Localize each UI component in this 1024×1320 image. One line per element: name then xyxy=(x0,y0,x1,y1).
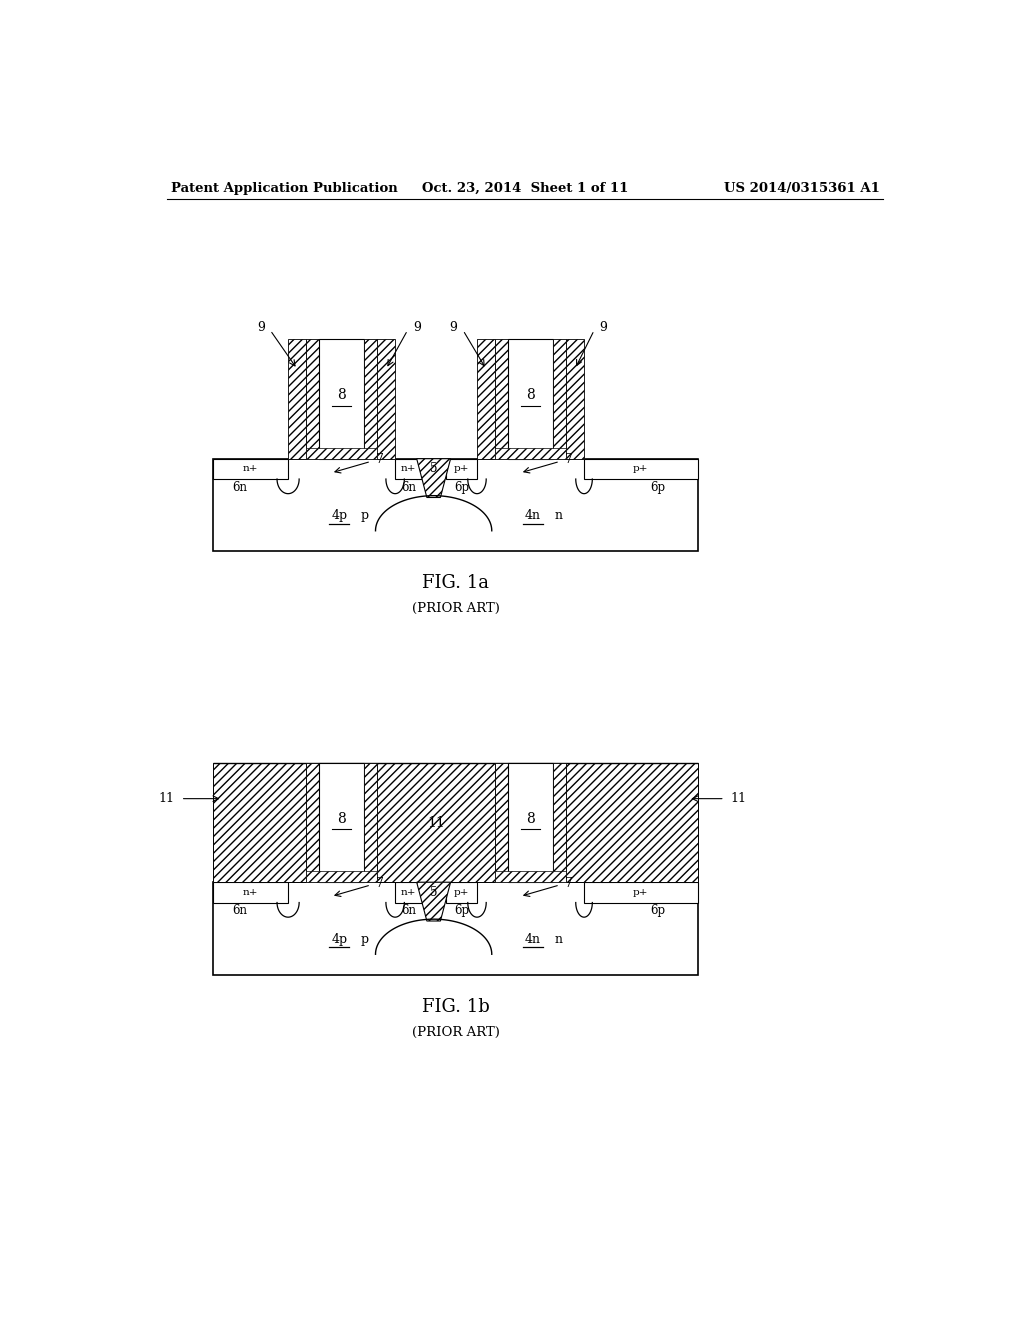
Text: 4n: 4n xyxy=(525,933,541,946)
Text: p+: p+ xyxy=(633,888,648,896)
Text: 9: 9 xyxy=(450,321,458,334)
Text: 6n: 6n xyxy=(232,904,247,917)
Polygon shape xyxy=(417,882,451,921)
Text: p: p xyxy=(360,510,369,523)
Text: 7: 7 xyxy=(564,453,572,466)
Bar xyxy=(365,763,377,882)
Bar xyxy=(565,763,697,882)
Text: 8: 8 xyxy=(337,388,346,403)
Text: p+: p+ xyxy=(454,888,469,896)
Text: 9: 9 xyxy=(413,321,421,334)
Bar xyxy=(213,882,288,903)
Bar xyxy=(213,459,288,479)
Bar xyxy=(553,763,565,882)
Text: Oct. 23, 2014  Sheet 1 of 11: Oct. 23, 2014 Sheet 1 of 11 xyxy=(422,182,628,194)
Bar xyxy=(477,339,496,459)
Text: n+: n+ xyxy=(243,888,258,896)
Bar xyxy=(213,763,306,882)
Bar xyxy=(496,763,508,882)
Text: n+: n+ xyxy=(400,465,416,474)
Bar xyxy=(445,882,477,903)
Text: 6n: 6n xyxy=(400,904,416,917)
Bar xyxy=(306,447,377,459)
Bar xyxy=(584,882,697,903)
Text: 9: 9 xyxy=(257,321,265,334)
Text: 4p: 4p xyxy=(331,933,347,946)
Bar xyxy=(213,459,697,552)
Text: 4p: 4p xyxy=(331,510,347,523)
Bar xyxy=(288,339,306,459)
Text: Patent Application Publication: Patent Application Publication xyxy=(171,182,397,194)
Bar xyxy=(377,339,395,459)
Bar xyxy=(565,339,584,459)
Bar xyxy=(395,882,422,903)
Bar xyxy=(213,882,697,974)
Text: (PRIOR ART): (PRIOR ART) xyxy=(412,1026,500,1039)
Text: 11: 11 xyxy=(427,816,445,829)
Text: 8: 8 xyxy=(526,812,535,826)
Bar xyxy=(306,871,377,882)
Bar xyxy=(319,763,365,882)
Text: 5: 5 xyxy=(430,886,437,899)
Text: p: p xyxy=(360,933,369,946)
Bar xyxy=(508,763,553,882)
Text: n: n xyxy=(555,933,562,946)
Bar xyxy=(395,459,422,479)
Bar xyxy=(496,871,565,882)
Text: (PRIOR ART): (PRIOR ART) xyxy=(412,602,500,615)
Text: 5: 5 xyxy=(430,462,437,475)
Bar xyxy=(584,459,697,479)
Text: FIG. 1a: FIG. 1a xyxy=(422,574,488,593)
Text: 7: 7 xyxy=(564,876,572,890)
Text: n+: n+ xyxy=(243,465,258,474)
Bar xyxy=(306,763,319,882)
Bar xyxy=(377,763,496,882)
Text: 6n: 6n xyxy=(232,480,247,494)
Text: n: n xyxy=(555,510,562,523)
Text: 6p: 6p xyxy=(650,904,666,917)
Bar xyxy=(508,339,553,459)
Polygon shape xyxy=(417,459,451,498)
Text: 9: 9 xyxy=(600,321,607,334)
Bar xyxy=(365,339,377,459)
Text: p+: p+ xyxy=(633,465,648,474)
Bar xyxy=(496,447,565,459)
Text: 11: 11 xyxy=(159,792,174,805)
Bar xyxy=(306,339,319,459)
Bar xyxy=(553,339,565,459)
Text: 6p: 6p xyxy=(650,480,666,494)
Text: 8: 8 xyxy=(526,388,535,403)
Text: FIG. 1b: FIG. 1b xyxy=(422,998,489,1016)
Text: 6p: 6p xyxy=(454,904,469,917)
Text: 6n: 6n xyxy=(400,480,416,494)
Text: 11: 11 xyxy=(730,792,746,805)
Text: 7: 7 xyxy=(376,453,384,466)
Text: 7: 7 xyxy=(376,876,384,890)
Text: 6p: 6p xyxy=(454,480,469,494)
Bar xyxy=(496,339,508,459)
Text: 8: 8 xyxy=(337,812,346,826)
Text: 4n: 4n xyxy=(525,510,541,523)
Text: p+: p+ xyxy=(454,465,469,474)
Bar xyxy=(445,459,477,479)
Bar xyxy=(319,339,365,459)
Text: n+: n+ xyxy=(400,888,416,896)
Text: US 2014/0315361 A1: US 2014/0315361 A1 xyxy=(724,182,880,194)
